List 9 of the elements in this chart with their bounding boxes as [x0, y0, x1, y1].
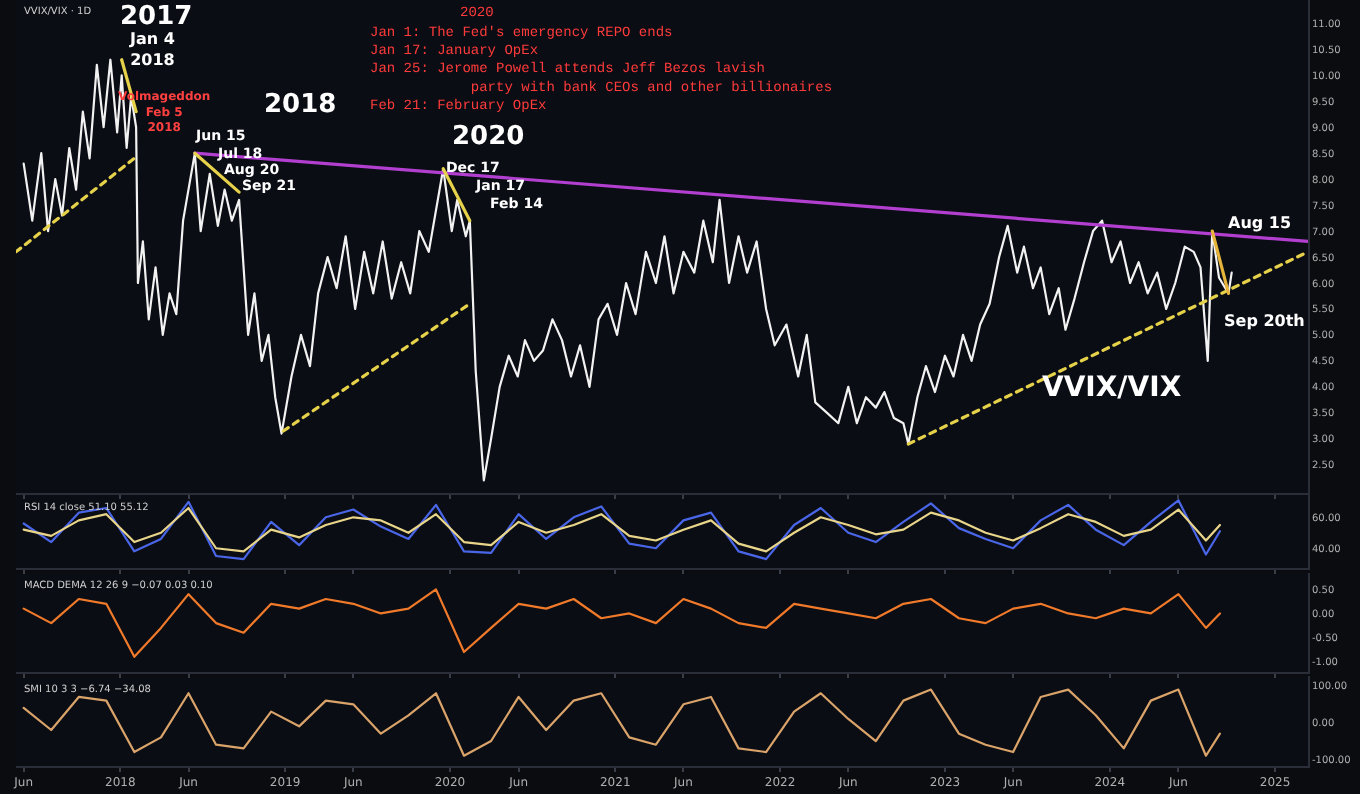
annotation: VVIX/VIX — [1042, 372, 1182, 404]
annotation: Sep 20th — [1224, 312, 1306, 330]
annotation: 2017 — [120, 2, 193, 32]
line-series — [22, 588, 1222, 658]
annotation: Aug 15 — [1228, 214, 1292, 232]
annotation: Jan 4 2018 — [128, 30, 176, 69]
annotation: 2018 — [264, 90, 337, 120]
line-series — [22, 688, 1222, 757]
annotation: 2020 — [452, 122, 525, 152]
